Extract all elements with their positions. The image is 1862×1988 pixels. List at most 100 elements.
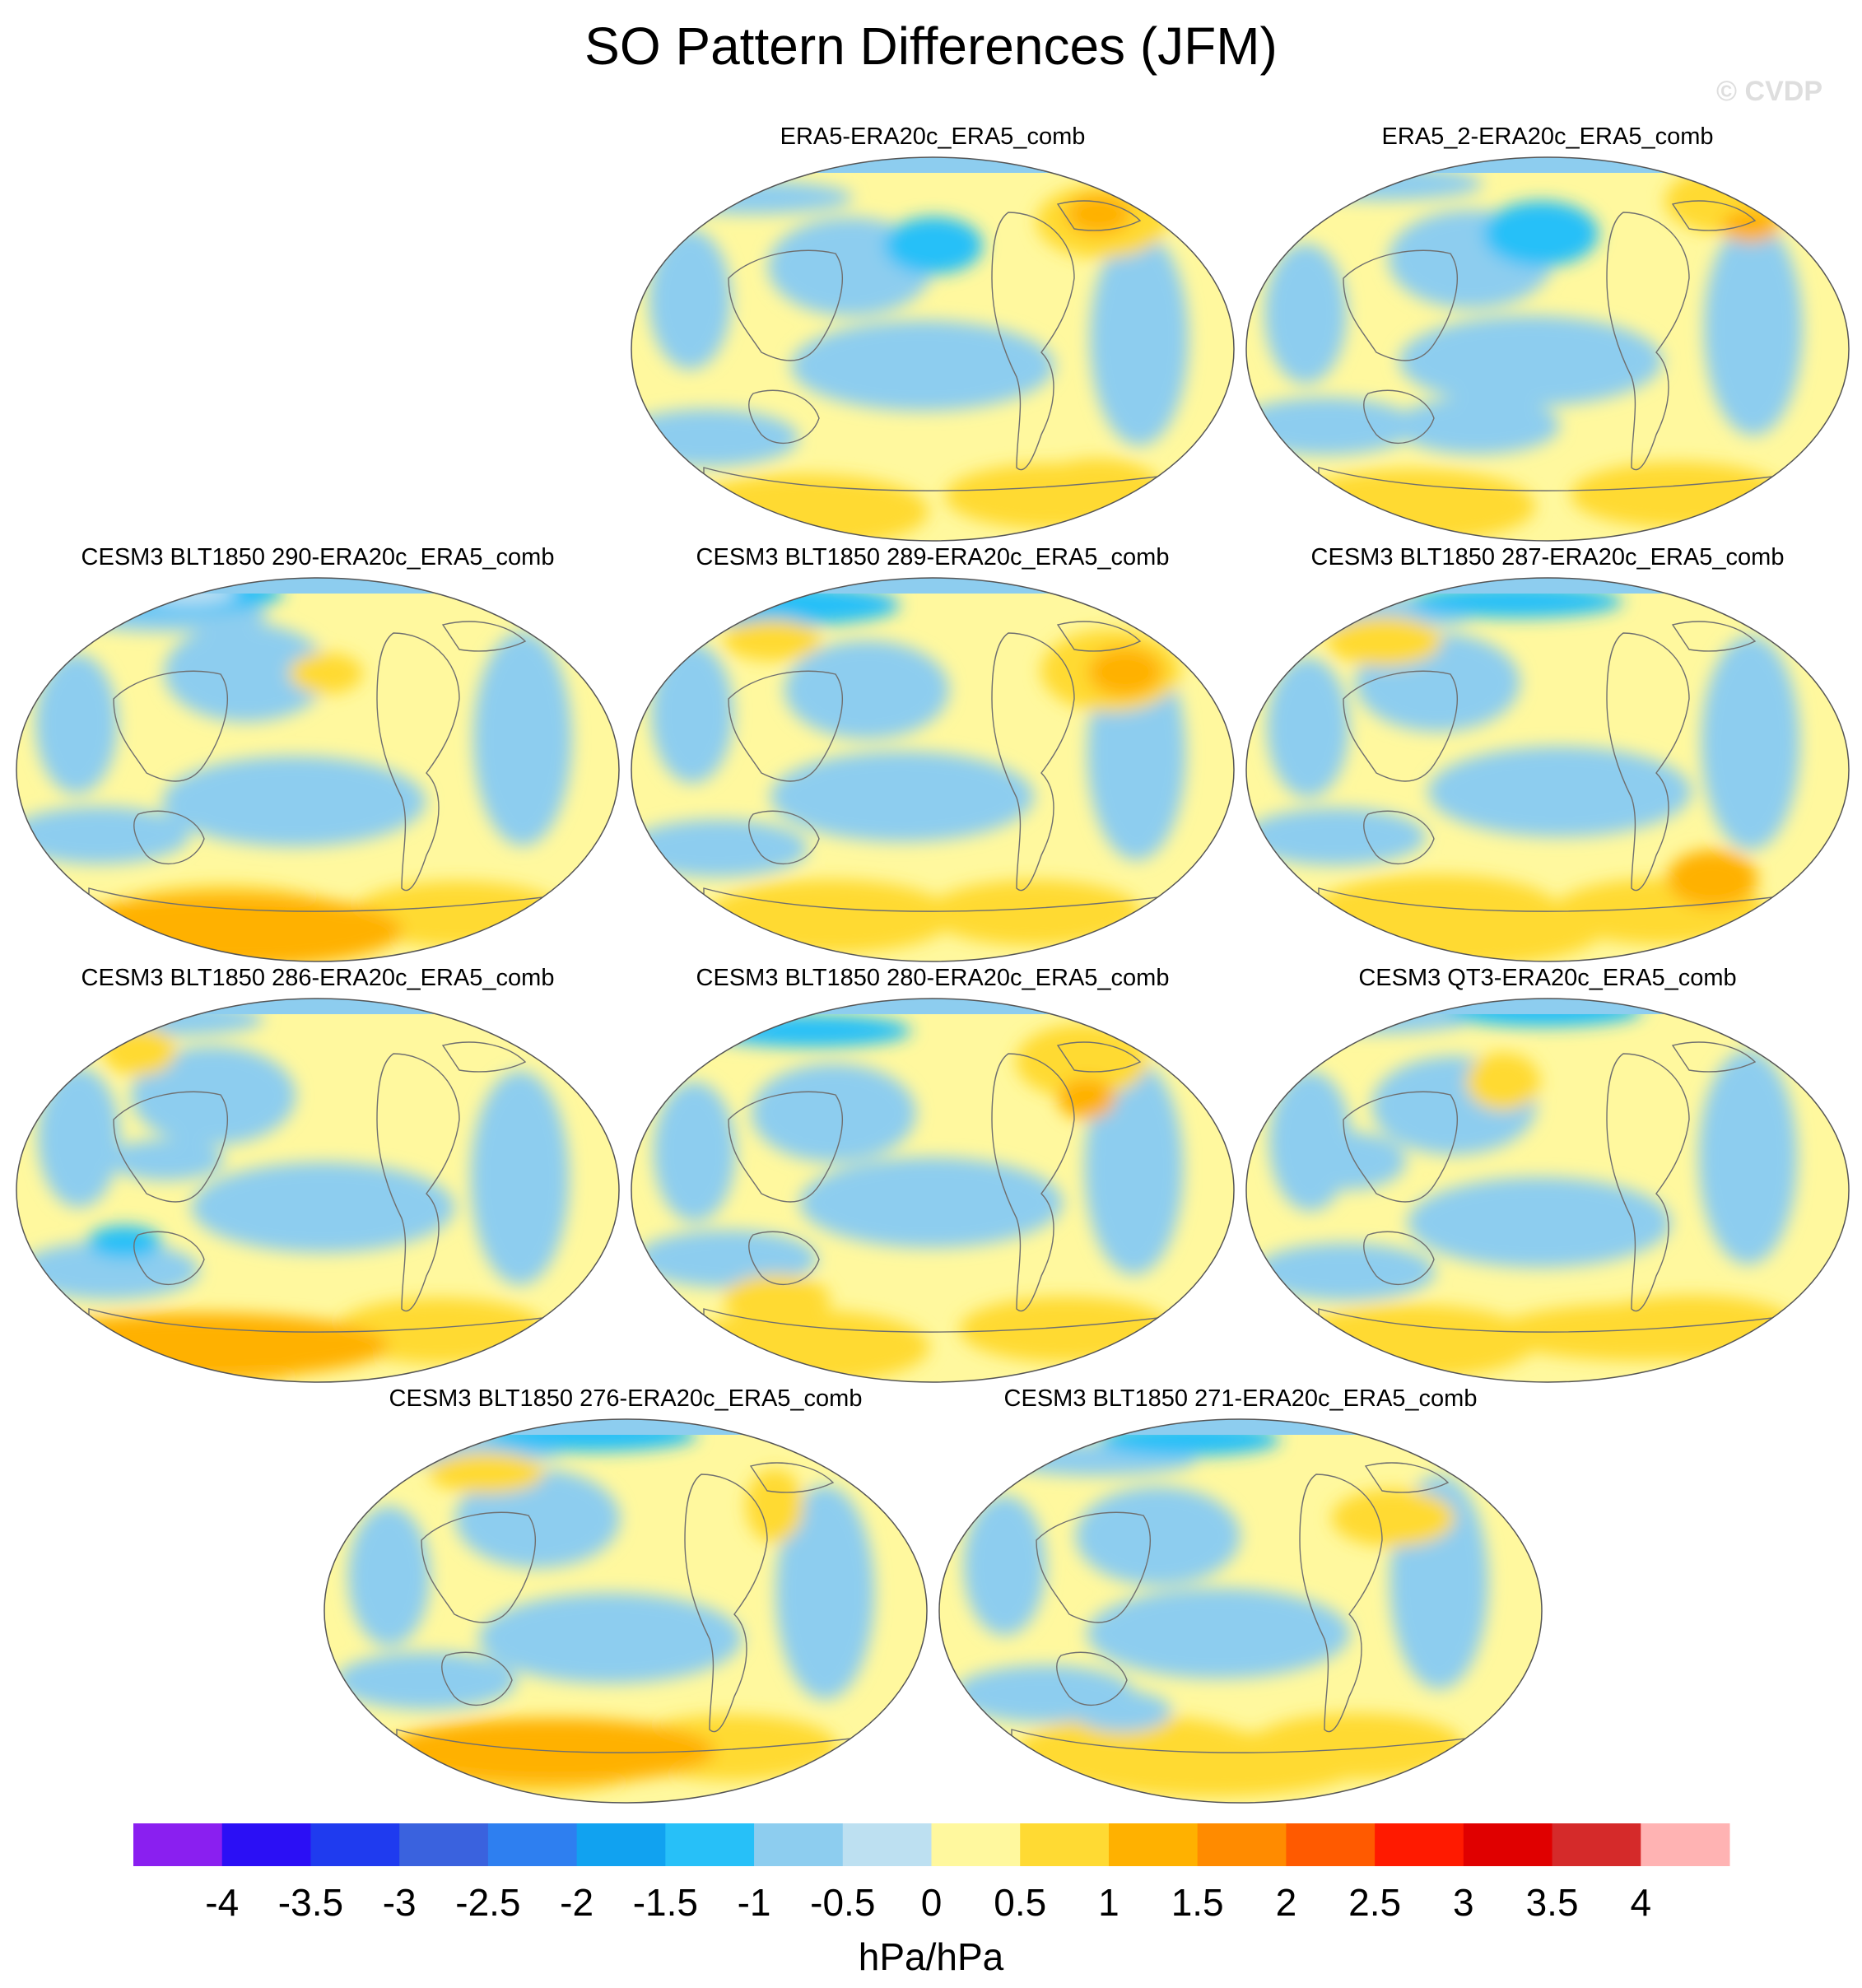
coastline — [1056, 200, 1142, 231]
coastline — [441, 1651, 513, 1706]
field-contour — [1264, 244, 1348, 384]
panel-title: ERA5_2-ERA20c_ERA5_comb — [1381, 123, 1714, 150]
field-contour — [927, 879, 1142, 946]
coastline — [748, 1231, 820, 1286]
map-panel: CESM3 BLT1850 286-ERA20c_ERA5_comb — [15, 963, 621, 1385]
coastline — [1056, 621, 1142, 652]
field-contour — [1075, 1486, 1241, 1585]
colorbar-swatch — [931, 1823, 1021, 1866]
colorbar-tick-label: -1.5 — [633, 1881, 698, 1924]
field-contour — [723, 619, 822, 661]
panel-title: CESM3 BLT1850 276-ERA20c_ERA5_comb — [389, 1385, 863, 1412]
field-contour — [1698, 1050, 1798, 1265]
coastline — [1011, 1729, 1473, 1803]
field-contour — [1667, 850, 1758, 908]
colorbar-tick-label: 3 — [1453, 1881, 1474, 1924]
coastline — [88, 887, 551, 961]
map-border — [1245, 998, 1850, 1383]
map-panel: CESM3 BLT1850 289-ERA20c_ERA5_comb — [630, 542, 1236, 964]
field-contour — [16, 1312, 389, 1379]
coastline — [1343, 1091, 1458, 1203]
panel-title: CESM3 BLT1850 290-ERA20c_ERA5_comb — [81, 544, 555, 570]
field-contour — [775, 1485, 875, 1700]
colorbar-swatch — [221, 1823, 311, 1866]
coastline — [1363, 1231, 1435, 1286]
colorbar-swatch — [487, 1823, 578, 1866]
coastline — [748, 810, 820, 865]
field-contour — [87, 1225, 162, 1259]
colorbar-swatch — [1641, 1823, 1730, 1866]
field-contour — [655, 180, 854, 214]
field-contour — [1494, 1303, 1791, 1362]
field-contour — [470, 1071, 570, 1286]
field-contour — [428, 1452, 544, 1494]
coastline — [1036, 1511, 1151, 1623]
field-contour — [959, 1297, 1174, 1363]
chart-title: SO Pattern Differences (JFM) — [584, 16, 1278, 76]
map-border — [16, 998, 620, 1383]
colorbar-tick-label: 4 — [1630, 1881, 1651, 1924]
field-contour — [1073, 1691, 1172, 1733]
field-contour — [745, 1469, 803, 1543]
panel-title: CESM3 BLT1850 271-ERA20c_ERA5_comb — [1003, 1385, 1478, 1412]
field-contour — [1570, 462, 1785, 528]
field-contour — [799, 1157, 1064, 1248]
colorbar-swatch — [399, 1823, 489, 1866]
field-contour — [884, 216, 984, 275]
colorbar-swatch — [665, 1823, 755, 1866]
coastline — [376, 1053, 460, 1312]
map-panel: CESM3 BLT1850 276-ERA20c_ERA5_comb — [323, 1384, 929, 1805]
field-contour — [1254, 1242, 1436, 1301]
field-contour — [1331, 1489, 1455, 1548]
map-field — [16, 998, 620, 1383]
field-contour — [1326, 617, 1442, 667]
coastline — [133, 810, 205, 865]
field-contour — [770, 751, 1035, 842]
coastline — [1056, 1651, 1128, 1706]
colorbar-swatch — [754, 1823, 844, 1866]
coastline — [133, 1231, 205, 1286]
coastline — [1671, 621, 1757, 652]
field-contour — [1394, 396, 1560, 454]
field-contour — [1289, 1305, 1537, 1380]
map-border — [631, 998, 1235, 1383]
map-field — [324, 1418, 928, 1804]
colorbar-swatch — [133, 1823, 223, 1866]
coastline — [1363, 389, 1435, 445]
colorbar-tick-label: 2.5 — [1348, 1881, 1401, 1924]
field-contour — [101, 1027, 176, 1077]
map-field — [1245, 156, 1850, 542]
field-contour — [16, 806, 190, 864]
field-contour — [288, 652, 363, 694]
coastline — [1318, 467, 1781, 541]
field-contour — [1088, 647, 1163, 697]
colorbar-tick-label: -4 — [205, 1881, 239, 1924]
coastline — [703, 887, 1166, 961]
field-contour — [478, 1593, 742, 1684]
colorbar-tick-label: 0 — [921, 1881, 943, 1924]
field-contour — [1290, 1132, 1406, 1190]
colorbar-swatch — [1463, 1823, 1553, 1866]
coastline — [88, 1308, 551, 1382]
colorbar-tick-label: -1 — [738, 1881, 771, 1924]
field-contour — [784, 640, 949, 739]
field-contour — [682, 1310, 929, 1382]
field-contour — [1031, 459, 1163, 525]
coastline — [396, 1729, 859, 1803]
map-field — [1245, 577, 1850, 962]
colorbar-tick-label: -2 — [560, 1881, 594, 1924]
field-contour — [108, 1138, 224, 1180]
map-panel: CESM3 QT3-ERA20c_ERA5_comb — [1245, 963, 1850, 1385]
map-border — [16, 577, 620, 962]
field-contour — [631, 819, 808, 878]
map-border — [938, 1418, 1543, 1804]
colorbar-tick-label: 0.5 — [994, 1881, 1046, 1924]
colorbar-tick-label: 1 — [1098, 1881, 1120, 1924]
field-contour — [790, 320, 1054, 412]
field-contour — [472, 631, 572, 846]
coastline — [1606, 212, 1690, 471]
coastline — [441, 621, 527, 652]
field-contour — [650, 643, 733, 784]
field-contour — [1407, 1176, 1671, 1268]
colorbar-swatch — [576, 1823, 666, 1866]
